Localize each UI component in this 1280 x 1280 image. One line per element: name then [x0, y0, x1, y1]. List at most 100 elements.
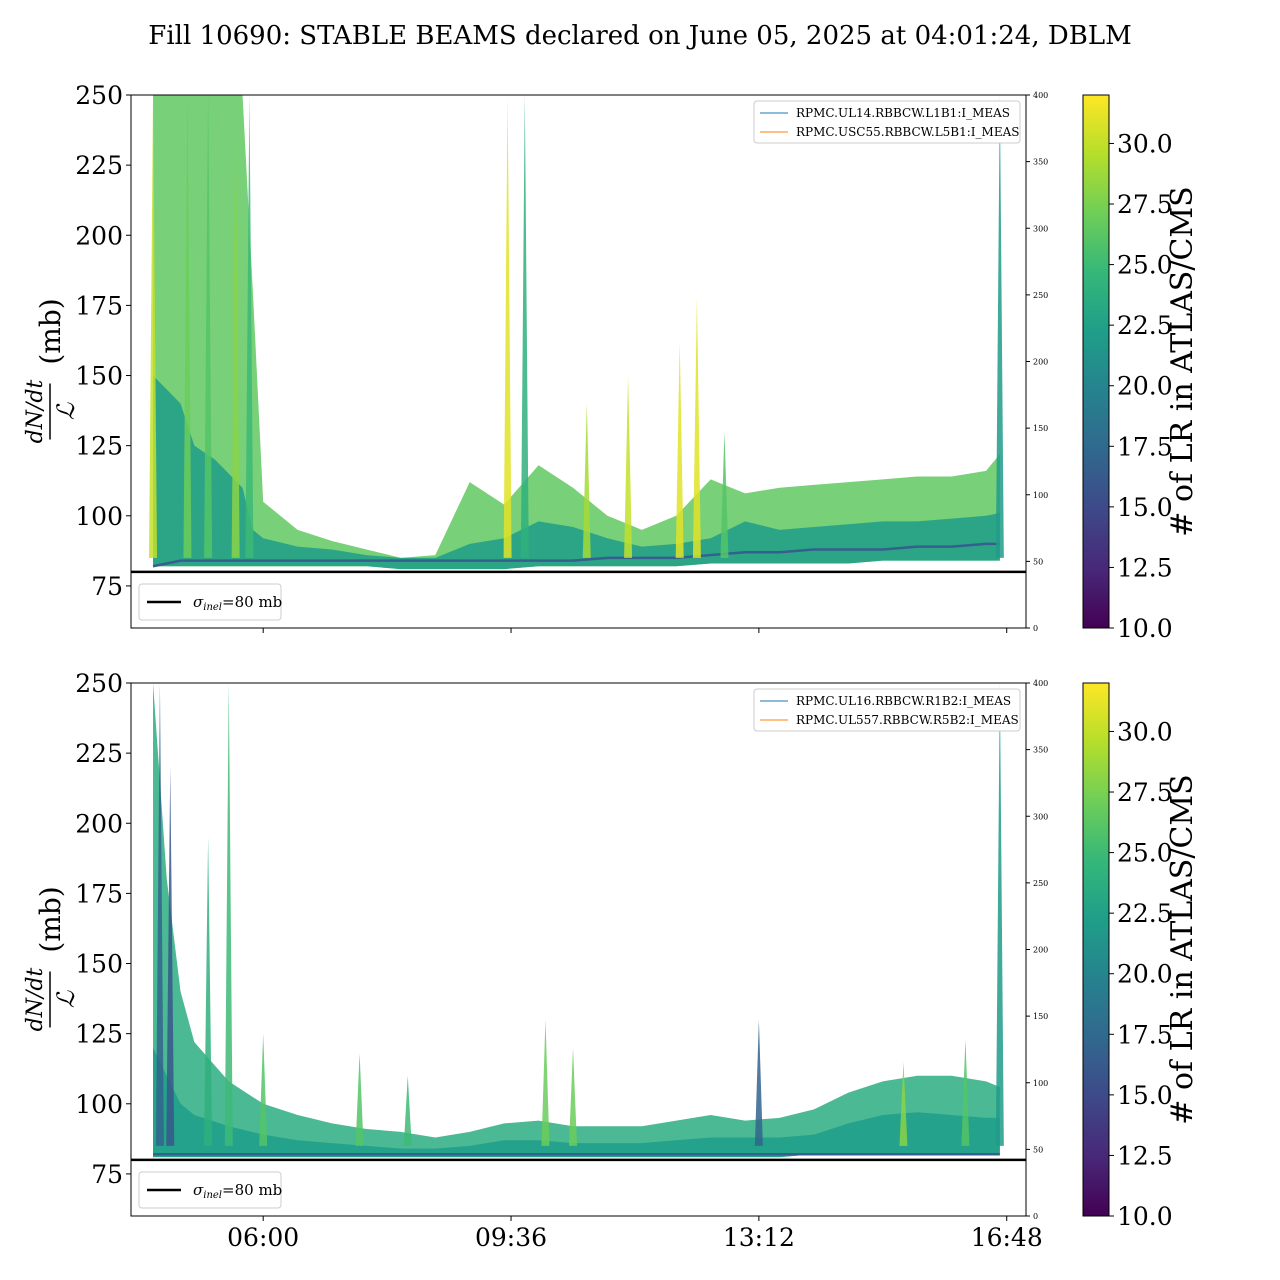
spike-5	[503, 95, 512, 558]
y-tick-label: 125	[75, 1020, 123, 1049]
spike-7	[582, 403, 591, 558]
legend-value: =80 mb	[222, 1181, 282, 1199]
spike-10	[692, 296, 701, 558]
y-tick-label: 175	[75, 291, 123, 320]
spike-3	[231, 95, 240, 558]
reference-legend: σinel=80 mb	[138, 583, 282, 621]
colorbar-tick-label: 15.0	[1117, 493, 1173, 522]
sigma-subscript: inel	[203, 1190, 222, 1201]
series-legend: RPMC.UL14.RBBCW.L1B1:I_MEAS RPMC.USC55.RB…	[753, 100, 1021, 144]
y2-tick-label: 0	[1033, 624, 1038, 633]
legend-entry: RPMC.UL557.RBBCW.R5B2:I_MEAS	[796, 713, 1019, 727]
y-tick-label: 200	[75, 809, 123, 838]
colorbar-tick-label: 20.0	[1117, 960, 1173, 989]
y2-tick-label: 150	[1033, 424, 1048, 433]
y2-tick-label: 200	[1033, 946, 1048, 955]
spike-6	[403, 1075, 412, 1146]
y2-tick-label: 50	[1033, 557, 1043, 566]
y-tick-label: 225	[75, 151, 123, 180]
colorbar-tick-label: 20.0	[1117, 372, 1173, 401]
top-colorbar: 10.0 12.5 15.0 17.5 20.0 22.5 25.0 27.5 30.0 # of…	[1082, 94, 1200, 643]
x-tick-label: 13:12	[723, 1223, 795, 1252]
top-panel: 75 100 125 150 175 200 225 250 0 50 100 150 200 250 30…	[23, 81, 1048, 633]
y2-tick-label: 200	[1033, 358, 1048, 367]
spike-2	[204, 95, 213, 558]
y-label-numerator: dN/dt	[23, 968, 48, 1032]
sigma-symbol: σ	[193, 593, 204, 611]
spike-5	[355, 1053, 364, 1146]
y2-tick-label: 350	[1033, 158, 1048, 167]
colorbar-label: # of LR in ATLAS/CMS	[1165, 186, 1200, 536]
spike-11	[720, 431, 729, 558]
y2-tick-label: 300	[1033, 812, 1048, 821]
colorbar-tick-label: 25.0	[1117, 251, 1173, 280]
spike-8	[568, 1047, 577, 1146]
series-legend: RPMC.UL16.RBBCW.R1B2:I_MEAS RPMC.UL557.RB…	[753, 688, 1021, 732]
spike-7	[541, 1019, 550, 1146]
colorbar-tick-label: 17.5	[1117, 1020, 1173, 1049]
y2-tick-label: 100	[1033, 491, 1048, 500]
legend-box	[753, 100, 1021, 144]
spike-12	[995, 683, 1004, 1146]
legend-entry: σinel=80 mb	[193, 1181, 282, 1201]
colorbar-tick-label: 10.0	[1117, 614, 1173, 643]
y-tick-label: 100	[75, 1090, 123, 1119]
bottom-colorbar: 10.0 12.5 15.0 17.5 20.0 22.5 25.0 27.5 30.0 # of…	[1082, 682, 1200, 1231]
y-tick-label: 150	[75, 362, 123, 391]
y-tick-label: 250	[75, 81, 123, 110]
sigma-subscript: inel	[203, 602, 222, 613]
envelope-band	[153, 95, 1000, 570]
colorbar-tick-label: 25.0	[1117, 839, 1173, 868]
floor-trace	[152, 542, 1000, 568]
sigma-symbol: σ	[193, 1181, 204, 1199]
legend-entry: σinel=80 mb	[193, 593, 282, 613]
colorbar-tick-label: 15.0	[1117, 1081, 1173, 1110]
spike-1	[183, 95, 192, 558]
colorbar-gradient	[1082, 94, 1110, 629]
spike-4	[245, 95, 254, 558]
y-label-denominator: ℒ	[52, 990, 80, 1008]
colorbar-tick-label: 12.5	[1117, 553, 1173, 582]
x-tick-label: 16:48	[971, 1223, 1043, 1252]
legend-entry: RPMC.USC55.RBBCW.L5B1:I_MEAS	[796, 125, 1019, 139]
colorbar-gradient	[1082, 682, 1110, 1217]
spike-9	[675, 341, 684, 558]
y-tick-label: 75	[91, 572, 123, 601]
envelope-band	[153, 683, 1000, 1158]
spike-2	[204, 837, 213, 1146]
y2-tick-label: 100	[1033, 1079, 1048, 1088]
colorbar-tick-label: 30.0	[1117, 717, 1173, 746]
y-tick-label: 150	[75, 950, 123, 979]
y2-tick-label: 300	[1033, 224, 1048, 233]
core-band	[153, 1047, 1000, 1158]
y2-tick-label: 350	[1033, 746, 1048, 755]
y-tick-label: 100	[75, 502, 123, 531]
spike-6	[520, 95, 529, 558]
spike-3	[224, 683, 233, 1146]
y-label-unit: (mb)	[34, 298, 67, 364]
y-tick-label: 175	[75, 879, 123, 908]
y2-tick-label: 0	[1033, 1212, 1038, 1221]
spike-9	[754, 1019, 763, 1146]
colorbar-tick-label: 22.5	[1117, 311, 1173, 340]
plot-area	[149, 95, 1004, 570]
legend-entry: RPMC.UL16.RBBCW.R1B2:I_MEAS	[796, 694, 1011, 708]
colorbar-tick-label: 22.5	[1117, 899, 1173, 928]
plot-area	[153, 683, 1004, 1158]
y2-tick-label: 400	[1033, 679, 1048, 688]
spike-8	[624, 375, 633, 558]
colorbar-tick-label: 27.5	[1117, 190, 1173, 219]
spike-0	[149, 95, 158, 558]
y-tick-label: 225	[75, 739, 123, 768]
y-tick-label: 125	[75, 432, 123, 461]
spike-0	[155, 683, 164, 1146]
spike-1	[166, 767, 175, 1146]
y2-tick-label: 250	[1033, 879, 1048, 888]
x-tick-label: 06:00	[227, 1223, 299, 1252]
colorbar-tick-label: 17.5	[1117, 432, 1173, 461]
x-tick-label: 09:36	[475, 1223, 547, 1252]
y-label-denominator: ℒ	[52, 402, 80, 420]
y2-tick-label: 150	[1033, 1012, 1048, 1021]
y-label-unit: (mb)	[34, 886, 67, 952]
spike-11	[961, 1039, 970, 1146]
